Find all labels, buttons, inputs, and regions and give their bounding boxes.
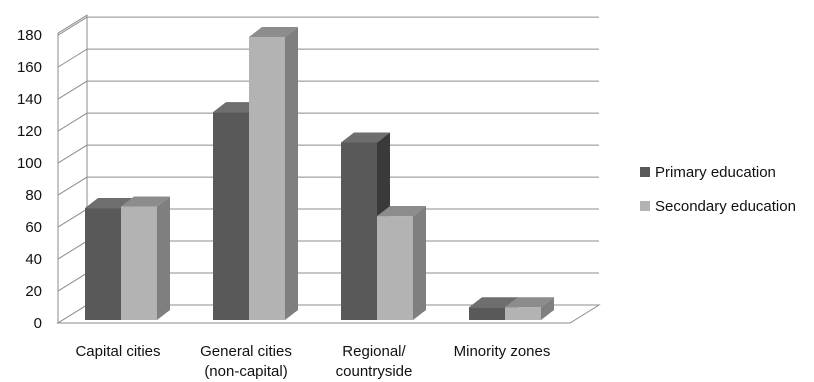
x-axis-categories: Capital cities General cities (non-capital… [75, 343, 550, 380]
y-tick-label: 40 [25, 251, 42, 268]
gridline-left [57, 16, 88, 36]
gridline-left [57, 112, 88, 132]
y-tick-label: 180 [17, 27, 42, 44]
bar-secondary-education-3 [505, 297, 554, 320]
left-wall [57, 14, 88, 324]
y-axis-ticks: 0 20 40 60 80 100 120 140 160 180 [17, 27, 42, 332]
category-label-0: Capital cities [75, 343, 160, 360]
y-tick-label: 120 [17, 123, 42, 140]
y-tick-label: 140 [17, 91, 42, 108]
gridline-left [57, 176, 88, 196]
floor [56, 304, 601, 324]
y-tick-label: 80 [25, 187, 42, 204]
category-label-2: Regional/countryside [336, 343, 413, 380]
y-tick-label: 60 [25, 219, 42, 236]
legend-item-1: Secondary education [640, 198, 796, 215]
y-tick-label: 0 [34, 315, 42, 332]
bar-secondary-education-0 [121, 196, 170, 320]
legend-label: Primary education [655, 164, 776, 181]
gridline-left [57, 272, 88, 292]
legend: Primary education Secondary education [640, 164, 796, 215]
gridline-left [57, 240, 88, 260]
bars [85, 26, 554, 321]
y-tick-label: 100 [17, 155, 42, 172]
gridline-left [57, 208, 88, 228]
gridline-left [57, 48, 88, 68]
y-tick-label: 20 [25, 283, 42, 300]
legend-item-0: Primary education [640, 164, 776, 181]
legend-swatch [640, 167, 650, 177]
bar-secondary-education-1 [249, 26, 298, 321]
legend-swatch [640, 201, 650, 211]
category-label-1: General cities (non-capital) [200, 343, 292, 380]
legend-label: Secondary education [655, 198, 796, 215]
bar-secondary-education-2 [377, 206, 426, 320]
gridline-left [57, 80, 88, 100]
gridline-left [57, 144, 88, 164]
chart-walls [56, 14, 601, 324]
y-tick-label: 160 [17, 59, 42, 76]
category-label-3: Minority zones [454, 343, 551, 360]
